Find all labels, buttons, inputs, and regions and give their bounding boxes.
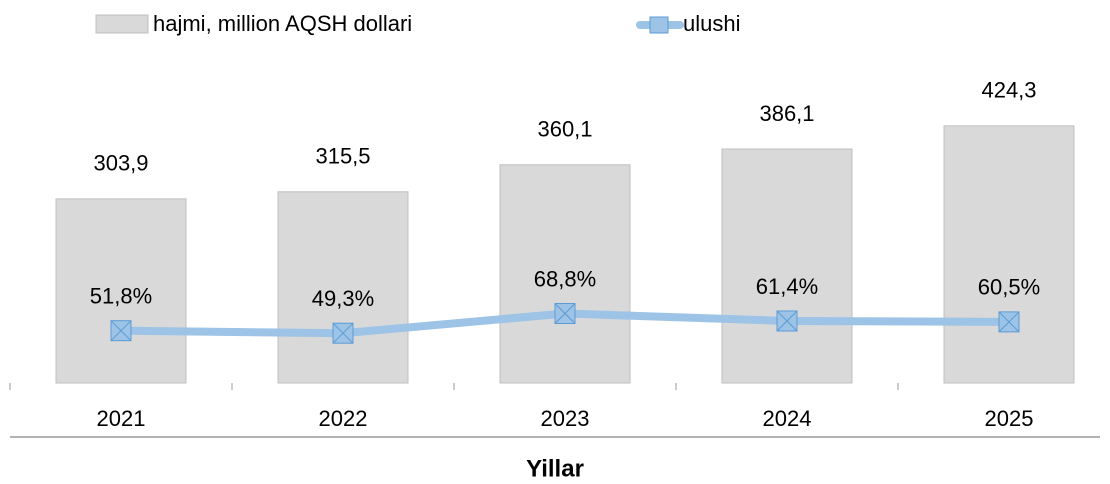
marker-cross — [554, 303, 576, 324]
bar-value-label: 360,1 — [537, 117, 592, 142]
bar — [277, 191, 409, 384]
x-tick-label: 2021 — [97, 406, 146, 431]
legend-swatch — [95, 14, 149, 34]
line-value-label: 60,5% — [978, 275, 1040, 300]
x-tick-label: 2022 — [319, 406, 368, 431]
bar — [499, 164, 631, 384]
bar-value-label: 303,9 — [93, 151, 148, 176]
x-axis-title: Yillar — [526, 455, 584, 482]
marker-cross — [776, 310, 798, 332]
bar — [721, 148, 853, 384]
legend-label: hajmi, million AQSH dollari — [153, 11, 412, 36]
legend-label: ulushi — [683, 11, 740, 36]
marker-cross — [998, 311, 1020, 333]
x-tick-label: 2025 — [985, 406, 1034, 431]
legend-marker — [649, 16, 669, 34]
x-tick-label: 2024 — [763, 406, 812, 431]
bar-value-label: 315,5 — [315, 144, 370, 169]
line-value-label: 51,8% — [90, 283, 152, 308]
marker-cross — [110, 320, 132, 342]
bar-value-label: 424,3 — [981, 78, 1036, 103]
bar — [55, 198, 187, 384]
line-value-label: 68,8% — [534, 266, 596, 291]
marker-cross — [332, 322, 354, 344]
line-value-label: 49,3% — [312, 286, 374, 311]
bar — [943, 125, 1075, 384]
bar-value-label: 386,1 — [759, 101, 814, 126]
line-value-label: 61,4% — [756, 274, 818, 299]
x-tick-label: 2023 — [541, 406, 590, 431]
